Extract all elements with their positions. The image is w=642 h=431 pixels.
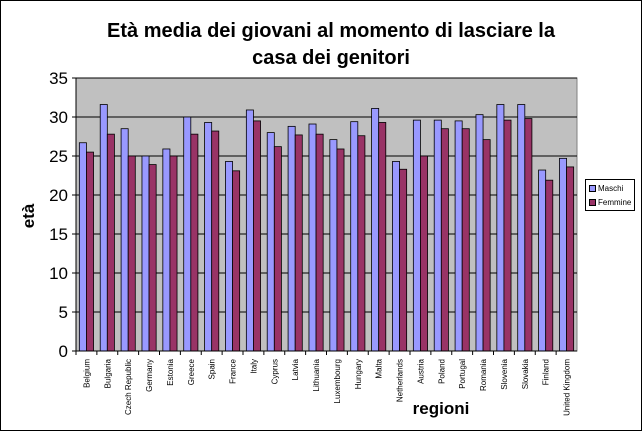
legend-label-femmine: Femmine xyxy=(598,197,632,207)
bar-femmine-spain xyxy=(211,130,220,352)
legend-swatch-femmine xyxy=(589,198,596,206)
y-tick-label: 25 xyxy=(49,147,68,166)
x-tick-label: Poland xyxy=(437,359,446,384)
x-tick-label: Slovenia xyxy=(500,358,509,389)
bar-femmine-bulgaria xyxy=(106,133,115,352)
chart-title-line-2: casa dei genitori xyxy=(252,47,410,69)
bar-femmine-estonia xyxy=(169,155,178,352)
bar-femmine-hungary xyxy=(357,135,366,352)
bar-maschi-poland xyxy=(433,119,442,352)
bar-femmine-slovenia xyxy=(503,119,512,352)
bar-maschi-belgium xyxy=(78,142,87,352)
x-axis-label: regioni xyxy=(412,399,470,418)
y-tick-label: 10 xyxy=(49,264,68,283)
bar-femmine-slovakia xyxy=(524,118,533,352)
x-tick-label: Malta xyxy=(375,358,384,378)
y-tick-label: 20 xyxy=(49,186,68,205)
legend-swatch-maschi xyxy=(589,184,596,192)
legend-item-femmine: Femmine xyxy=(589,197,631,207)
y-tick-label: 35 xyxy=(49,69,68,88)
x-tick-label: Hungary xyxy=(354,359,363,389)
y-tick-label: 15 xyxy=(49,225,68,244)
bar-femmine-netherlands xyxy=(399,168,408,352)
x-tick-label: Greece xyxy=(187,358,196,385)
bar-femmine-cyprus xyxy=(273,146,282,352)
bar-maschi-slovenia xyxy=(496,104,505,352)
x-tick-label: Lithuania xyxy=(312,358,321,391)
x-tick-label: United Kingdom xyxy=(563,359,572,416)
x-tick-label: Estonia xyxy=(166,358,175,385)
bar-femmine-poland xyxy=(440,128,449,352)
bar-maschi-hungary xyxy=(350,121,359,352)
bar-maschi-austria xyxy=(412,119,421,352)
x-tick-label: Netherlands xyxy=(396,359,405,402)
bar-maschi-finland xyxy=(538,169,547,352)
x-tick-label: Latvia xyxy=(291,358,300,380)
bar-femmine-austria xyxy=(420,155,428,352)
bar-maschi-romania xyxy=(475,114,484,352)
bar-maschi-lithuania xyxy=(308,123,317,352)
y-axis-label: età xyxy=(19,203,38,229)
x-tick-label: Finland xyxy=(542,359,551,385)
legend-item-maschi: Maschi xyxy=(589,183,623,193)
bar-maschi-netherlands xyxy=(392,161,400,352)
x-tick-label: Cyprus xyxy=(270,359,279,384)
bar-femmine-czech-republic xyxy=(127,155,136,352)
x-tick-label: Austria xyxy=(416,358,425,383)
bar-maschi-united-kingdom xyxy=(559,157,567,352)
bar-maschi-slovakia xyxy=(517,104,526,352)
bar-femmine-italy xyxy=(253,120,261,352)
bar-maschi-france xyxy=(225,161,233,352)
y-tick-label: 0 xyxy=(59,342,68,361)
x-tick-label: Bulgaria xyxy=(103,358,112,388)
bar-femmine-latvia xyxy=(294,134,303,352)
bar-femmine-romania xyxy=(482,139,491,352)
bar-maschi-germany xyxy=(141,155,150,352)
bar-maschi-italy xyxy=(245,109,254,352)
x-tick-label: Spain xyxy=(208,359,217,379)
x-tick-label: Belgium xyxy=(82,359,91,388)
legend: Maschi Femmine xyxy=(585,179,635,211)
bar-femmine-lithuania xyxy=(315,133,324,352)
bar-femmine-germany xyxy=(148,164,157,352)
bar-maschi-czech-republic xyxy=(120,128,129,352)
bar-maschi-latvia xyxy=(287,125,296,352)
bar-femmine-belgium xyxy=(86,151,94,352)
bar-maschi-malta xyxy=(371,108,380,352)
bar-femmine-portugal xyxy=(461,128,470,352)
bar-maschi-greece xyxy=(183,116,192,352)
x-tick-label: Luxembourg xyxy=(333,359,342,403)
legend-label-maschi: Maschi xyxy=(598,183,624,193)
bar-maschi-portugal xyxy=(454,120,463,352)
chart-title-line-1: Età media dei giovani al momento di lasc… xyxy=(107,20,555,42)
bar-femmine-united-kingdom xyxy=(566,166,575,352)
x-tick-label: Portugal xyxy=(458,359,467,389)
x-tick-label: Czech Republic xyxy=(124,359,133,415)
y-tick-label: 5 xyxy=(59,303,68,322)
plot-background xyxy=(75,77,578,352)
x-tick-label: Romania xyxy=(479,358,488,391)
x-tick-label: Slovakia xyxy=(521,358,530,389)
bar-femmine-greece xyxy=(190,133,199,352)
bar-femmine-france xyxy=(232,170,241,352)
bar-maschi-cyprus xyxy=(266,132,275,352)
bar-femmine-luxembourg xyxy=(336,148,345,352)
x-tick-label: France xyxy=(229,358,238,383)
x-tick-label: Italy xyxy=(249,359,258,374)
bar-maschi-luxembourg xyxy=(329,139,338,352)
bar-femmine-finland xyxy=(545,179,554,352)
bar-maschi-estonia xyxy=(162,148,171,352)
y-tick-label: 30 xyxy=(49,108,68,127)
bar-femmine-malta xyxy=(378,122,387,352)
x-tick-label: Germany xyxy=(145,359,154,392)
bar-maschi-bulgaria xyxy=(99,104,108,352)
bar-maschi-spain xyxy=(204,122,213,352)
